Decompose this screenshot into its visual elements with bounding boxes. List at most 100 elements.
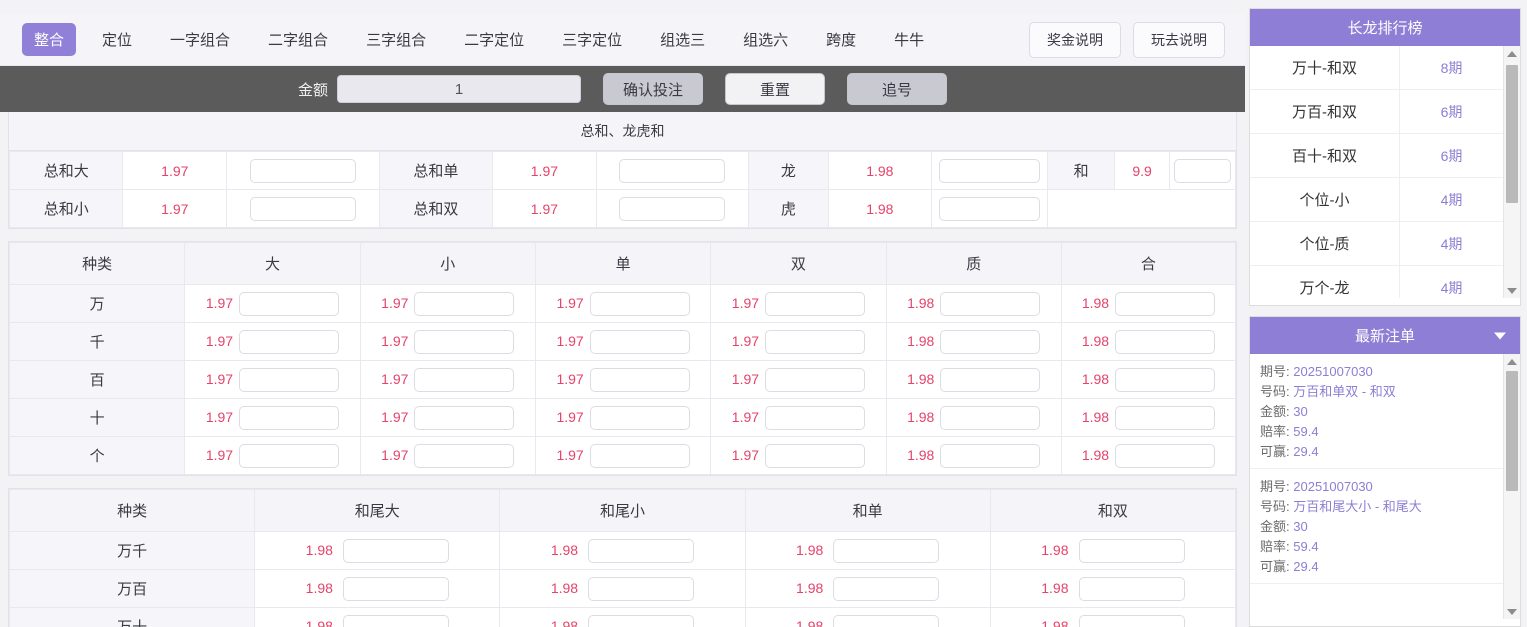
- bet-amount-input[interactable]: [940, 367, 1041, 392]
- bet-amount-input[interactable]: [940, 405, 1041, 430]
- bet-amount-input[interactable]: [1173, 158, 1232, 183]
- bet-amount-input[interactable]: [939, 158, 1041, 183]
- bet-amount-input[interactable]: [1115, 443, 1216, 468]
- list-item[interactable]: 期号: 20251007030 号码: 万百和单双 - 和双 金额: 30: [1250, 354, 1503, 469]
- bet-odds: 1.97: [556, 333, 584, 349]
- confirm-bet-button[interactable]: 确认投注: [603, 73, 703, 105]
- odds-cell: 1.98: [989, 569, 1237, 608]
- play-help-button[interactable]: 玩去说明: [1133, 21, 1225, 58]
- bet-amount-input[interactable]: [940, 291, 1041, 316]
- list-item[interactable]: 个位-质 4期: [1250, 222, 1503, 266]
- scroll-down-arrow-icon[interactable]: [1504, 283, 1520, 298]
- bet-amount-input[interactable]: [239, 405, 340, 430]
- bet-odds: 1.97: [381, 371, 409, 387]
- bet-amount-input[interactable]: [940, 443, 1041, 468]
- bet-amount-input[interactable]: [239, 291, 340, 316]
- bet-amount-input[interactable]: [765, 405, 866, 430]
- bet-amount-input[interactable]: [588, 576, 695, 601]
- tab-erzizuhe[interactable]: 二字组合: [268, 32, 329, 49]
- bet-amount-input[interactable]: [939, 196, 1041, 221]
- bet-amount-input[interactable]: [765, 443, 866, 468]
- tab-kuadu[interactable]: 跨度: [826, 32, 857, 49]
- bet-amount-input[interactable]: [414, 443, 515, 468]
- bet-amount-input[interactable]: [1078, 538, 1185, 563]
- bet-amount-input[interactable]: [589, 405, 690, 430]
- bet-amount-input[interactable]: [249, 158, 356, 183]
- chase-number-button[interactable]: 追号: [847, 73, 947, 105]
- bet-odds: 1.97: [492, 151, 597, 190]
- tab-yizizuhe[interactable]: 一字组合: [170, 32, 231, 49]
- list-item[interactable]: 万个-龙 4期: [1250, 266, 1503, 298]
- bet-odds: 1.98: [1081, 409, 1110, 425]
- order-number-label: 号码:: [1260, 499, 1290, 514]
- bet-odds: 1.97: [381, 333, 409, 349]
- tab-zuxuanliu[interactable]: 组选六: [743, 32, 789, 49]
- bet-amount-input[interactable]: [765, 367, 866, 392]
- list-item[interactable]: 期号: 20251007030 号码: 万百和尾大小 - 和尾大 金额: 30: [1250, 469, 1503, 584]
- tab-niuniu[interactable]: 牛牛: [894, 32, 925, 49]
- bet-amount-input[interactable]: [414, 291, 515, 316]
- bet-amount-input[interactable]: [239, 443, 340, 468]
- scrollbar-thumb[interactable]: [1506, 371, 1518, 491]
- bet-amount-input[interactable]: [940, 329, 1041, 354]
- tab-zhenghe[interactable]: 整合: [22, 23, 77, 56]
- prize-help-button[interactable]: 奖金说明: [1029, 21, 1121, 58]
- bet-amount-input[interactable]: [1078, 614, 1185, 627]
- bet-amount-input[interactable]: [342, 538, 449, 563]
- bet-amount-input[interactable]: [414, 405, 515, 430]
- orders-panel-header[interactable]: 最新注单: [1250, 317, 1520, 354]
- bet-amount-input[interactable]: [588, 538, 695, 563]
- bet-amount-input[interactable]: [765, 329, 866, 354]
- tab-dingwei[interactable]: 定位: [102, 32, 133, 49]
- bet-amount-input[interactable]: [414, 367, 515, 392]
- bet-amount-cell: [595, 151, 750, 190]
- bet-amount-input[interactable]: [342, 614, 449, 627]
- order-odds-label: 赔率:: [1260, 424, 1290, 439]
- tab-erzidingwei[interactable]: 二字定位: [464, 32, 525, 49]
- amount-input[interactable]: [337, 75, 581, 103]
- bet-amount-input[interactable]: [1115, 405, 1216, 430]
- bet-amount-input[interactable]: [414, 329, 515, 354]
- empty-cell: [1047, 189, 1236, 228]
- odds-cell: 1.98: [1060, 284, 1237, 323]
- bet-amount-input[interactable]: [249, 196, 356, 221]
- bet-amount-input[interactable]: [619, 196, 726, 221]
- bet-amount-input[interactable]: [833, 538, 940, 563]
- bet-amount-input[interactable]: [589, 367, 690, 392]
- bet-amount-input[interactable]: [589, 291, 690, 316]
- list-item[interactable]: 万十-和双 8期: [1250, 46, 1503, 90]
- scroll-up-arrow-icon[interactable]: [1504, 46, 1520, 61]
- tab-sanzidingwei[interactable]: 三字定位: [562, 32, 623, 49]
- odds-cell: 1.97: [359, 284, 536, 323]
- scroll-up-arrow-icon[interactable]: [1504, 354, 1520, 369]
- list-item[interactable]: 个位-小 4期: [1250, 178, 1503, 222]
- bet-amount-input[interactable]: [239, 367, 340, 392]
- orders-scrollbar[interactable]: [1503, 354, 1520, 619]
- scrollbar-track[interactable]: [1504, 369, 1520, 604]
- bet-amount-input[interactable]: [1115, 367, 1216, 392]
- scrollbar-track[interactable]: [1504, 61, 1520, 283]
- bet-amount-input[interactable]: [1115, 329, 1216, 354]
- bet-amount-input[interactable]: [833, 614, 940, 627]
- bet-amount-input[interactable]: [833, 576, 940, 601]
- bet-amount-input[interactable]: [589, 329, 690, 354]
- list-item[interactable]: 万百-和双 6期: [1250, 90, 1503, 134]
- tab-zuxuansan[interactable]: 组选三: [660, 32, 706, 49]
- odds-cell: 1.98: [885, 360, 1062, 399]
- scroll-down-arrow-icon[interactable]: [1504, 604, 1520, 619]
- chevron-down-icon[interactable]: [1494, 332, 1506, 339]
- list-item[interactable]: 百十-和双 6期: [1250, 134, 1503, 178]
- bet-amount-input[interactable]: [239, 329, 340, 354]
- ranking-scrollbar[interactable]: [1503, 46, 1520, 298]
- reset-button[interactable]: 重置: [725, 73, 825, 105]
- order-win-label: 可赢:: [1260, 444, 1290, 459]
- scrollbar-thumb[interactable]: [1506, 65, 1518, 203]
- bet-amount-input[interactable]: [588, 614, 695, 627]
- tab-sanzizuhe[interactable]: 三字组合: [366, 32, 427, 49]
- bet-amount-input[interactable]: [1115, 291, 1216, 316]
- bet-amount-input[interactable]: [1078, 576, 1185, 601]
- bet-amount-input[interactable]: [342, 576, 449, 601]
- bet-amount-input[interactable]: [765, 291, 866, 316]
- bet-amount-input[interactable]: [619, 158, 726, 183]
- bet-amount-input[interactable]: [589, 443, 690, 468]
